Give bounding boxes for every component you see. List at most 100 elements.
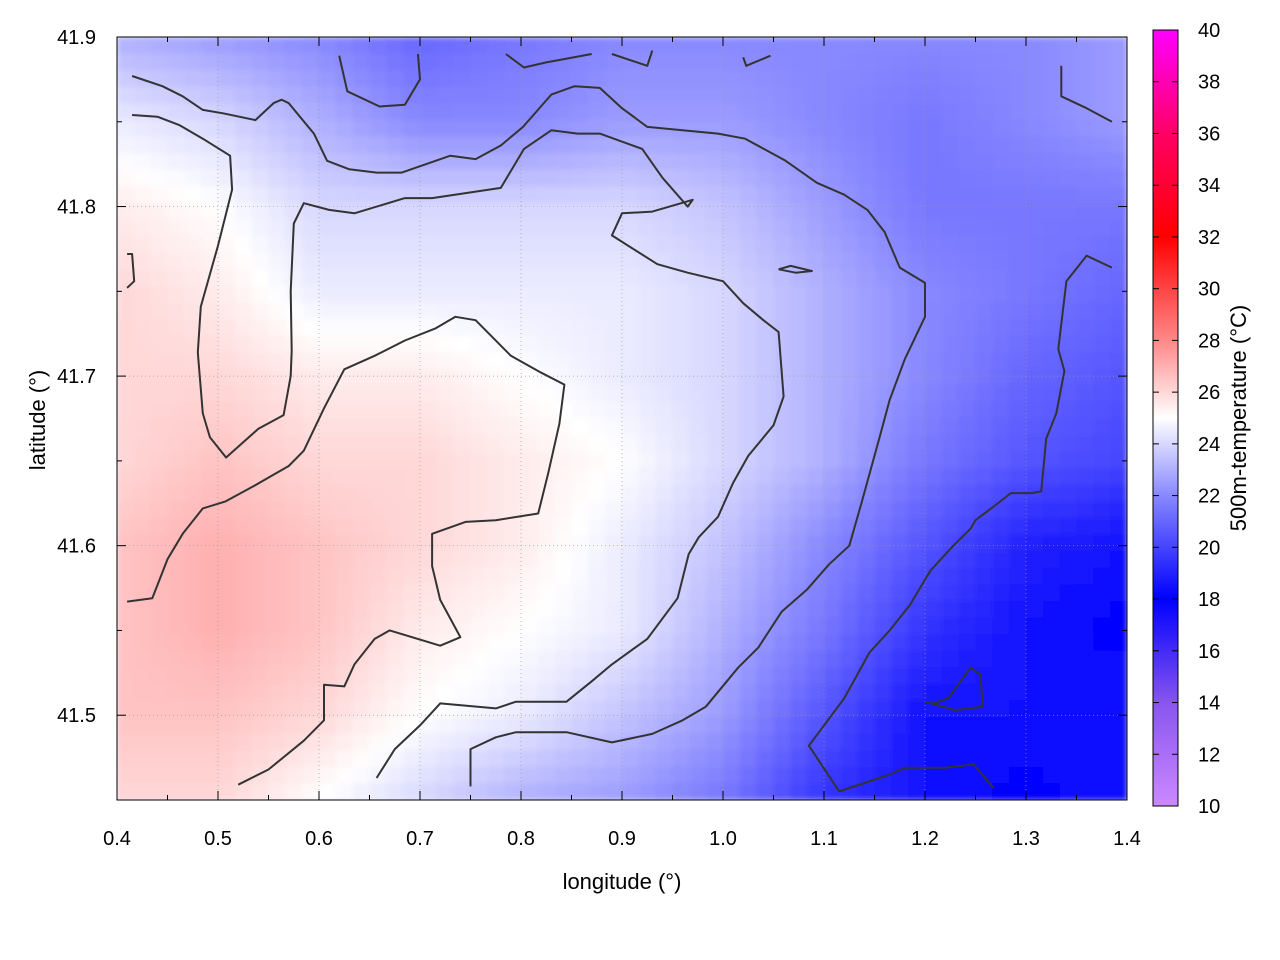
heatmap-cell (840, 136, 859, 154)
heatmap-cell (1059, 534, 1078, 552)
heatmap-cell (571, 103, 589, 121)
heatmap-cell (150, 683, 169, 702)
heatmap-cell (655, 285, 674, 303)
heatmap-cell (117, 401, 135, 420)
heatmap-cell (840, 435, 859, 453)
heatmap-cell (605, 335, 623, 353)
heatmap-cell (133, 169, 152, 187)
heatmap-cell (857, 86, 876, 104)
heatmap-cell (504, 252, 522, 270)
heatmap-cell (655, 53, 674, 71)
heatmap-cell (133, 186, 152, 204)
heatmap-cell (1076, 683, 1094, 702)
heatmap-cell (386, 600, 404, 619)
heatmap-cell (403, 202, 421, 221)
heatmap-cell (470, 484, 488, 503)
heatmap-cell (689, 385, 707, 403)
heatmap-cell (571, 501, 589, 519)
heatmap-cell (403, 518, 421, 536)
heatmap-cell (537, 551, 556, 569)
heatmap-cell (251, 103, 270, 121)
heatmap-cell (1093, 202, 1111, 221)
heatmap-cell (958, 86, 977, 104)
heatmap-cell (807, 418, 825, 436)
heatmap-cell (689, 567, 707, 585)
heatmap-cell (234, 501, 253, 519)
heatmap-cell (925, 37, 943, 55)
heatmap-cell (655, 783, 674, 800)
heatmap-cell (958, 667, 977, 685)
heatmap-cell (941, 501, 960, 519)
heatmap-cell (824, 202, 842, 221)
heatmap-cell (840, 103, 859, 121)
heatmap-cell (234, 700, 253, 718)
heatmap-cell (941, 551, 960, 569)
heatmap-cell (268, 468, 286, 486)
contour-line (126, 253, 136, 289)
heatmap-cell (352, 418, 371, 436)
heatmap-cell (352, 119, 371, 138)
heatmap-cell (1059, 37, 1078, 55)
heatmap-cell (706, 451, 724, 469)
heatmap-cell (436, 435, 455, 453)
heatmap-cell (655, 136, 674, 154)
heatmap-cell (218, 418, 236, 436)
heatmap-cell (958, 634, 977, 652)
heatmap-cell (504, 186, 522, 204)
heatmap-cell (1059, 252, 1078, 270)
heatmap-cell (1059, 86, 1078, 104)
contour-lines (126, 50, 1113, 793)
heatmap-cell (150, 518, 169, 536)
heatmap-cell (857, 37, 876, 55)
heatmap-cell (840, 750, 859, 768)
heatmap-cell (941, 352, 960, 370)
heatmap-cell (234, 86, 253, 104)
heatmap-cell (133, 202, 152, 221)
heatmap-cell (470, 584, 488, 602)
heatmap-cell (285, 650, 303, 668)
heatmap-cell (285, 302, 303, 320)
heatmap-cell (807, 385, 825, 403)
heatmap-cell (352, 435, 371, 453)
heatmap-cell (369, 86, 387, 104)
heatmap-cell (992, 667, 1010, 685)
heatmap-cell (857, 584, 876, 602)
heatmap-cell (655, 750, 674, 768)
heatmap-cell (234, 518, 253, 536)
heatmap-cell (504, 202, 522, 221)
heatmap-cell (352, 401, 371, 420)
heatmap-cell (992, 318, 1010, 337)
heatmap-cell (655, 153, 674, 171)
heatmap-cell (554, 302, 573, 320)
heatmap-cell (201, 634, 219, 652)
x-tick-label: 1.0 (709, 828, 737, 850)
heatmap-cell (504, 468, 522, 486)
heatmap-cell (840, 335, 859, 353)
heatmap-cell (352, 285, 371, 303)
heatmap-cell (167, 202, 185, 221)
heatmap-cell (756, 285, 775, 303)
heatmap-cell (908, 683, 926, 702)
x-tick-label: 0.7 (406, 828, 434, 850)
heatmap-cell (470, 766, 488, 785)
heatmap-cell (403, 783, 421, 800)
heatmap-cell (807, 683, 825, 702)
x-tick-label: 0.9 (608, 828, 636, 850)
heatmap-cell (285, 667, 303, 685)
heatmap-cell (133, 335, 152, 353)
heatmap-cell (958, 119, 977, 138)
heatmap-cell (201, 567, 219, 585)
heatmap-cell (638, 667, 657, 685)
heatmap-cell (436, 750, 455, 768)
heatmap-cell (975, 352, 993, 370)
heatmap-cell (352, 219, 371, 237)
heatmap-cell (1026, 783, 1044, 800)
heatmap-cell (117, 717, 135, 735)
heatmap-cell (184, 551, 202, 569)
heatmap-cell (790, 37, 808, 55)
heatmap-cell (773, 269, 791, 287)
heatmap-cell (554, 634, 573, 652)
heatmap-cell (335, 169, 354, 187)
heatmap-cell (908, 667, 926, 685)
heatmap-cell (201, 766, 219, 785)
